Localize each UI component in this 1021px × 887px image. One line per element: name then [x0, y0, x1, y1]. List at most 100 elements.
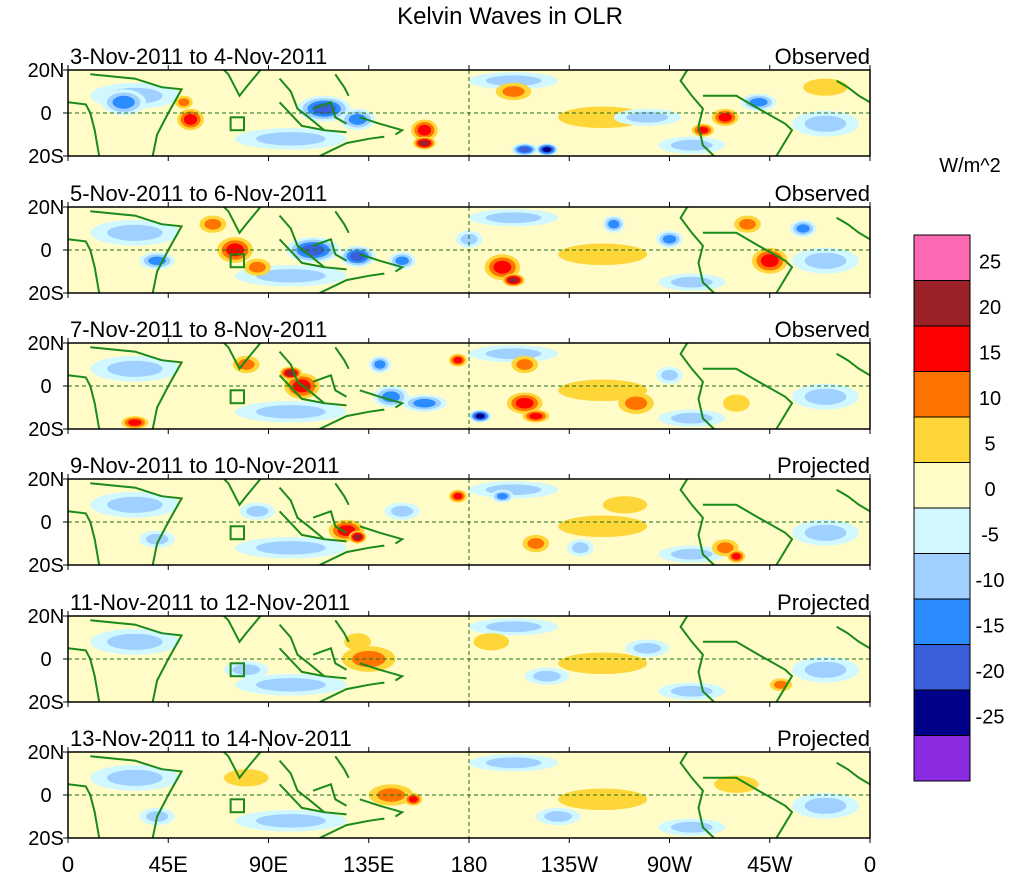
coastline — [312, 509, 348, 534]
anomaly-contour — [106, 769, 163, 786]
panel-period-label: 13-Nov-2011 to 14-Nov-2011 — [70, 726, 352, 751]
colorbar-swatch — [913, 462, 971, 509]
colorbar-swatch — [913, 416, 971, 463]
anomaly-contour — [255, 541, 326, 555]
y-tick-label: 0 — [40, 649, 51, 671]
y-tick-label: 0 — [40, 512, 51, 534]
anomaly-contour — [348, 114, 367, 125]
coastline — [319, 681, 385, 702]
panel-type-label: Observed — [775, 44, 870, 69]
coastline — [278, 510, 325, 541]
coastline — [278, 350, 347, 407]
anomaly-contour — [608, 219, 620, 229]
coastline — [222, 70, 262, 98]
coastline — [702, 231, 794, 293]
anomaly-contour — [633, 642, 662, 654]
anomaly-contour — [246, 505, 269, 517]
y-tick-label: 20S — [28, 555, 64, 577]
panel-type-label: Projected — [777, 726, 870, 751]
coastline — [702, 776, 794, 838]
anomaly-contour — [255, 814, 326, 828]
anomaly-contour — [515, 397, 534, 409]
anomaly-contour — [473, 633, 510, 651]
colorbar-swatch — [913, 689, 971, 736]
coastline — [90, 210, 184, 293]
coastline — [359, 662, 405, 682]
coastline — [312, 646, 348, 671]
anomaly-contour — [391, 505, 414, 517]
anomaly-contour — [249, 261, 266, 273]
anomaly-contour — [518, 146, 531, 153]
anomaly-contour — [128, 419, 142, 426]
anomaly-contour — [516, 359, 534, 370]
y-tick-label: 0 — [40, 103, 51, 125]
x-tick-label: 0 — [864, 852, 876, 877]
anomaly-contour — [145, 533, 169, 545]
anomaly-contour — [804, 388, 847, 405]
anomaly-contour — [183, 114, 198, 125]
anomaly-contour — [493, 260, 512, 274]
coastline — [359, 798, 405, 818]
anomaly-contour — [804, 524, 847, 541]
colorbar-swatch — [913, 234, 971, 281]
anomaly-contour — [558, 243, 648, 266]
anomaly-contour — [508, 277, 519, 283]
panel-period-label: 5-Nov-2011 to 6-Nov-2011 — [70, 181, 327, 206]
anomaly-contour — [408, 796, 418, 803]
anomaly-contour — [453, 492, 463, 500]
anomaly-contour — [662, 234, 677, 244]
colorbar-label: 15 — [979, 343, 1001, 365]
coastline — [278, 77, 347, 134]
y-tick-label: 20S — [28, 146, 64, 168]
anomaly-contour — [624, 396, 648, 410]
box-marker — [229, 798, 245, 814]
anomaly-contour — [804, 661, 847, 678]
coastline — [334, 73, 350, 97]
coastline — [679, 752, 715, 838]
box-marker — [229, 116, 245, 132]
colorbar-label: -25 — [976, 707, 1005, 729]
panel-period-label: 11-Nov-2011 to 12-Nov-2011 — [70, 590, 350, 615]
colorbar-swatch — [913, 553, 971, 600]
box-marker — [229, 389, 245, 405]
panel-period-label: 9-Nov-2011 to 10-Nov-2011 — [70, 453, 339, 478]
y-tick-label: 20S — [28, 828, 64, 850]
coastline — [278, 238, 325, 269]
y-tick-label: 0 — [40, 240, 51, 262]
coastline — [222, 616, 262, 644]
y-tick-label: 20S — [28, 283, 64, 305]
coastline — [334, 346, 350, 370]
anomaly-contour — [232, 664, 261, 676]
anomaly-contour — [716, 542, 734, 554]
coastline — [278, 101, 325, 132]
anomaly-contour — [502, 86, 525, 97]
panel-type-label: Observed — [775, 317, 870, 342]
coastline — [679, 207, 715, 293]
coastline — [278, 759, 347, 816]
anomaly-contour — [419, 140, 430, 146]
anomaly-contour — [527, 538, 545, 549]
anomaly-contour — [529, 412, 543, 420]
anomaly-contour — [106, 224, 163, 241]
x-tick-label: 45W — [747, 852, 792, 877]
colorbar-swatch — [913, 507, 971, 554]
coastline — [90, 755, 184, 838]
coastline — [90, 482, 184, 565]
coastline — [334, 482, 350, 506]
colorbar-label: -10 — [976, 570, 1005, 592]
y-tick-label: 20N — [28, 469, 65, 491]
coastline — [278, 374, 325, 405]
coastline — [312, 782, 348, 807]
anomaly-contour — [731, 553, 741, 560]
anomaly-contour — [661, 369, 678, 381]
colorbar-label: 5 — [984, 434, 995, 456]
colorbar-label: -20 — [976, 661, 1005, 683]
anomaly-contour — [255, 132, 326, 146]
anomaly-contour — [204, 218, 222, 230]
anomaly-contour — [112, 95, 135, 109]
anomaly-contour — [803, 78, 848, 96]
x-tick-label: 180 — [451, 852, 488, 877]
anomaly-contour — [255, 269, 326, 283]
coastline — [702, 640, 794, 702]
